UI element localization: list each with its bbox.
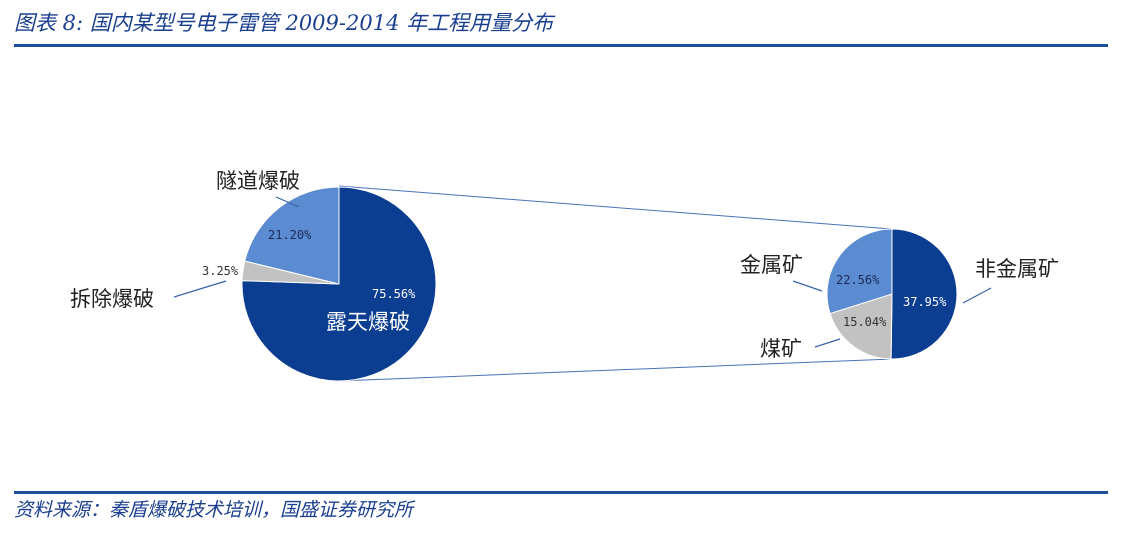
source-rule xyxy=(14,491,1108,494)
sub-pie-slice-0 xyxy=(890,228,958,360)
value-nonmetal: 37.95% xyxy=(903,295,947,309)
label-demolition-blasting: 拆除爆破 xyxy=(70,287,154,311)
source-note: 资料来源：秦盾爆破技术培训，国盛证券研究所 xyxy=(14,499,414,521)
value-open-pit: 75.56% xyxy=(372,287,416,301)
connector-top-line xyxy=(338,185,893,230)
leader-metal xyxy=(792,280,823,292)
main-pie xyxy=(241,186,437,382)
sub-pie-slice-1 xyxy=(829,293,893,360)
leader-demolition xyxy=(173,280,227,298)
label-open-pit-blasting: 露天爆破 xyxy=(326,310,410,334)
leader-tunnel xyxy=(275,196,300,208)
connector-bottom-line xyxy=(338,358,893,382)
main-pie-slice-2 xyxy=(244,186,340,285)
label-nonmetal-mine: 非金属矿 xyxy=(975,257,1059,281)
value-demolition: 3.25% xyxy=(202,264,239,278)
figure-title: 图表 8: 国内某型号电子雷管 2009-2014 年工程用量分布 xyxy=(14,11,554,35)
value-tunnel: 21.20% xyxy=(268,228,312,242)
sub-pie-slice-2 xyxy=(826,228,893,315)
value-metal: 22.56% xyxy=(836,273,880,287)
label-tunnel-blasting: 隧道爆破 xyxy=(216,169,300,193)
label-coal-mine: 煤矿 xyxy=(760,337,802,361)
leader-nonmetal xyxy=(962,287,992,304)
value-coal: 15.04% xyxy=(843,315,887,329)
label-metal-mine: 金属矿 xyxy=(740,253,803,277)
title-rule xyxy=(14,44,1108,47)
sub-pie xyxy=(826,228,958,360)
leader-coal xyxy=(814,338,841,348)
